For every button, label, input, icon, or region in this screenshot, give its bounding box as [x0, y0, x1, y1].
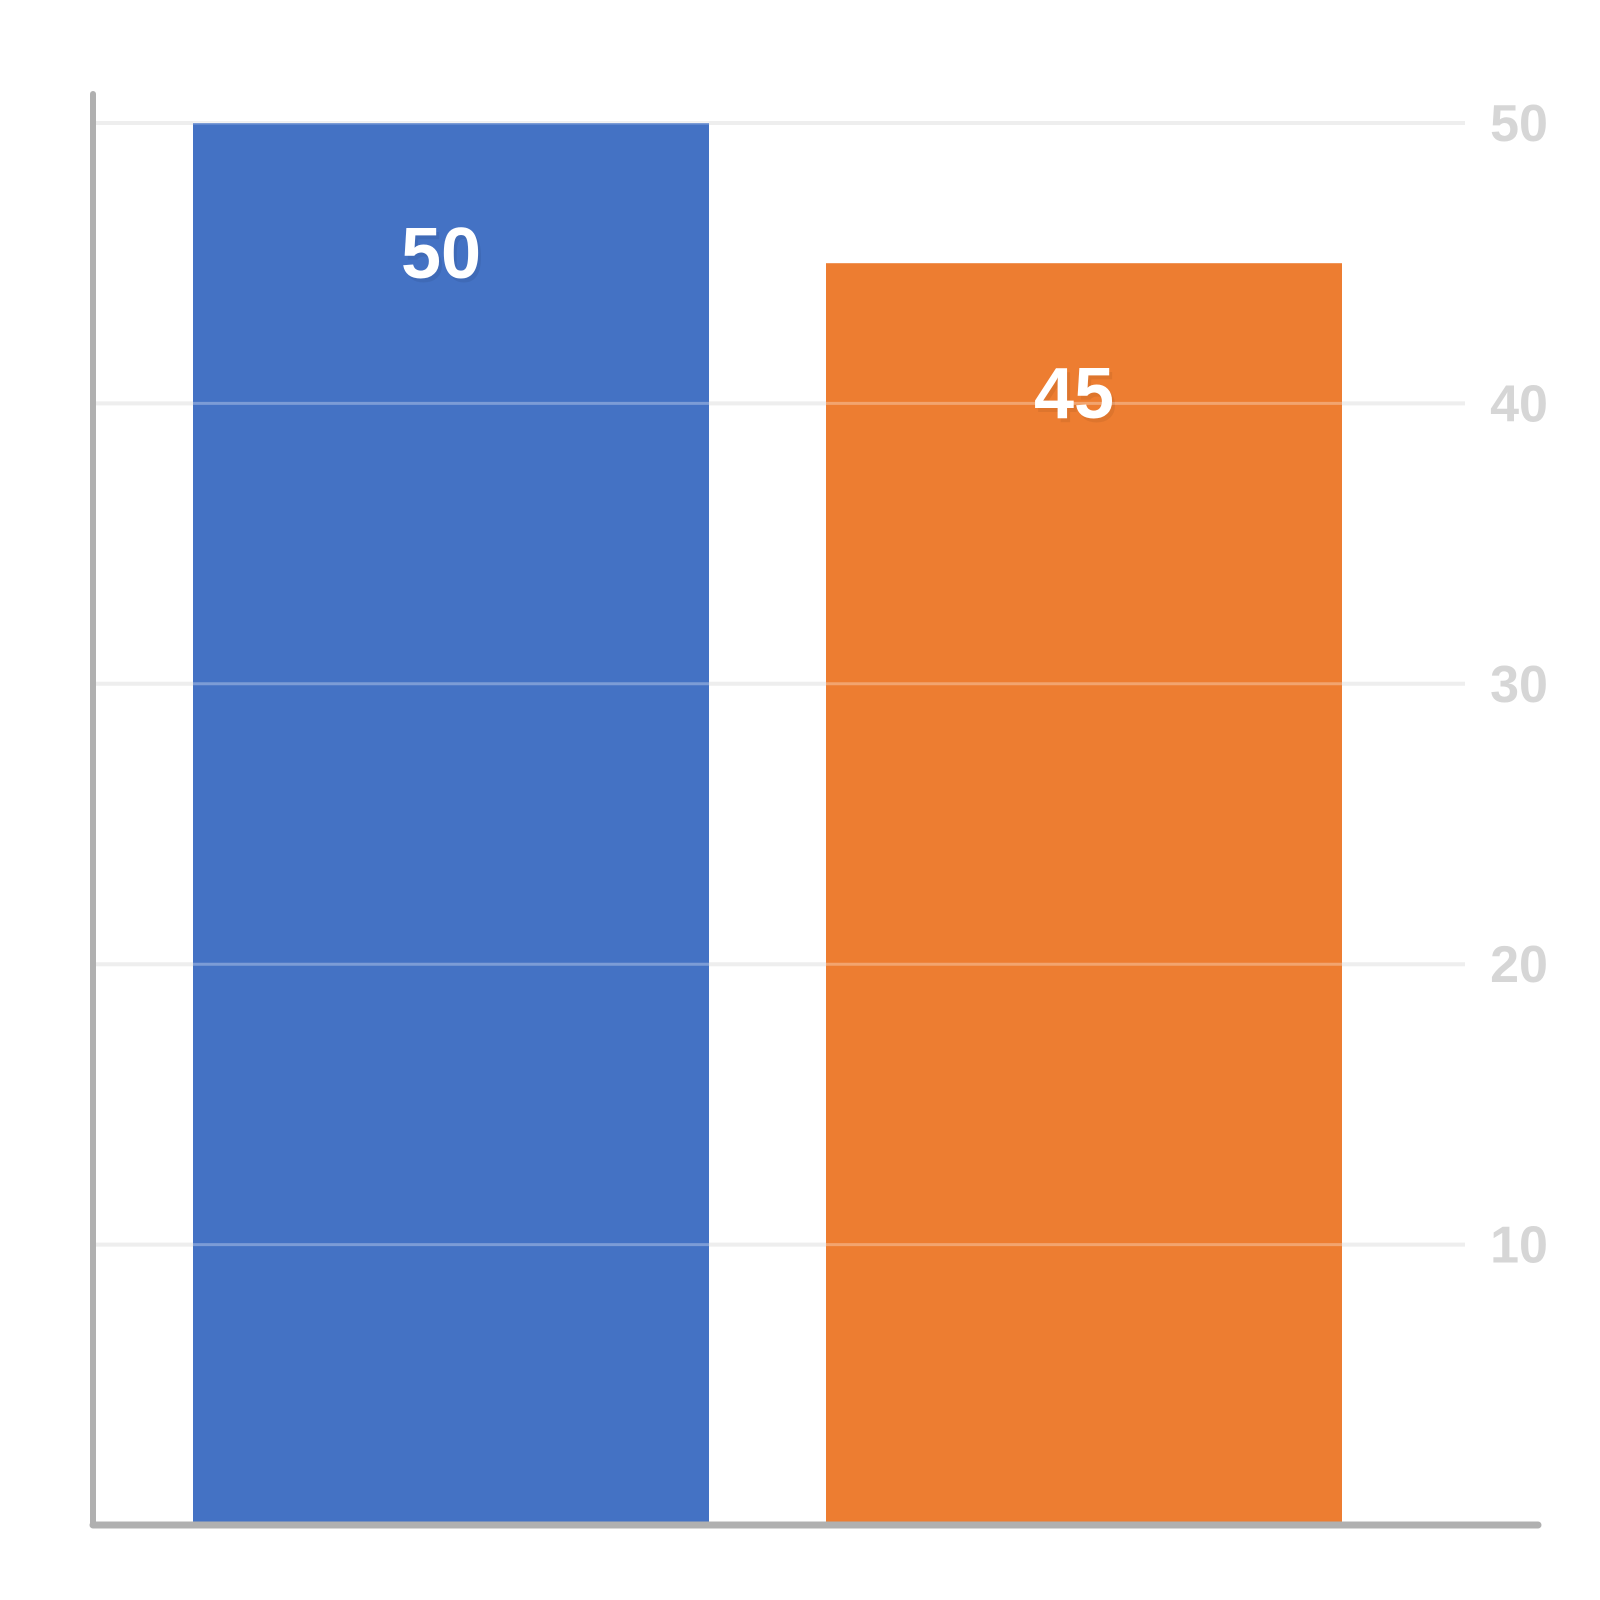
data-label-shadow-1: 50 — [404, 218, 484, 298]
y-tick-label-20: 20 — [1490, 936, 1548, 994]
data-label-shadow-2: 45 — [1037, 358, 1117, 438]
data-label-2: 45 — [1034, 354, 1114, 434]
y-tick-label-10: 10 — [1490, 1217, 1548, 1275]
y-tick-labels: 10 20 30 40 50 — [1490, 95, 1548, 1275]
axes — [89, 91, 1542, 1529]
y-tick-label-50: 50 — [1490, 95, 1548, 153]
data-label-1: 50 — [401, 214, 481, 294]
bar-2 — [826, 263, 1342, 1526]
y-tick-label-30: 30 — [1490, 656, 1548, 714]
gridlines-over-bars — [193, 121, 1342, 1247]
bar-1 — [193, 123, 709, 1525]
y-tick-label-40: 40 — [1490, 375, 1548, 433]
bars — [193, 123, 1342, 1526]
